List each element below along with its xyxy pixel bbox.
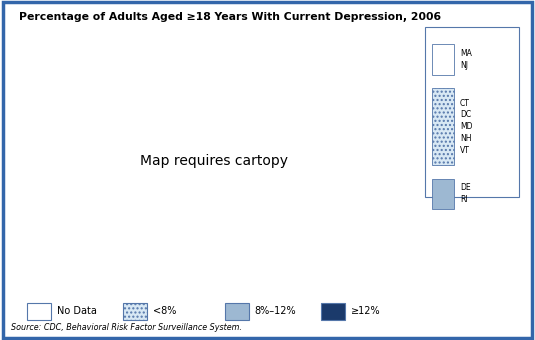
Text: Source: CDC, Behavioral Risk Factor Surveillance System.: Source: CDC, Behavioral Risk Factor Surv…: [11, 323, 242, 332]
Text: ≥12%: ≥12%: [351, 306, 380, 317]
Text: Map requires cartopy: Map requires cartopy: [140, 154, 288, 169]
Text: MA
NJ: MA NJ: [460, 49, 472, 70]
Text: No Data: No Data: [57, 306, 97, 317]
Text: DE
RI: DE RI: [460, 183, 471, 204]
Text: CT
DC
MD
NH
VT: CT DC MD NH VT: [460, 99, 472, 155]
Text: Percentage of Adults Aged ≥18 Years With Current Depression, 2006: Percentage of Adults Aged ≥18 Years With…: [19, 12, 441, 22]
Text: 8%–12%: 8%–12%: [255, 306, 296, 317]
Text: <8%: <8%: [153, 306, 177, 317]
